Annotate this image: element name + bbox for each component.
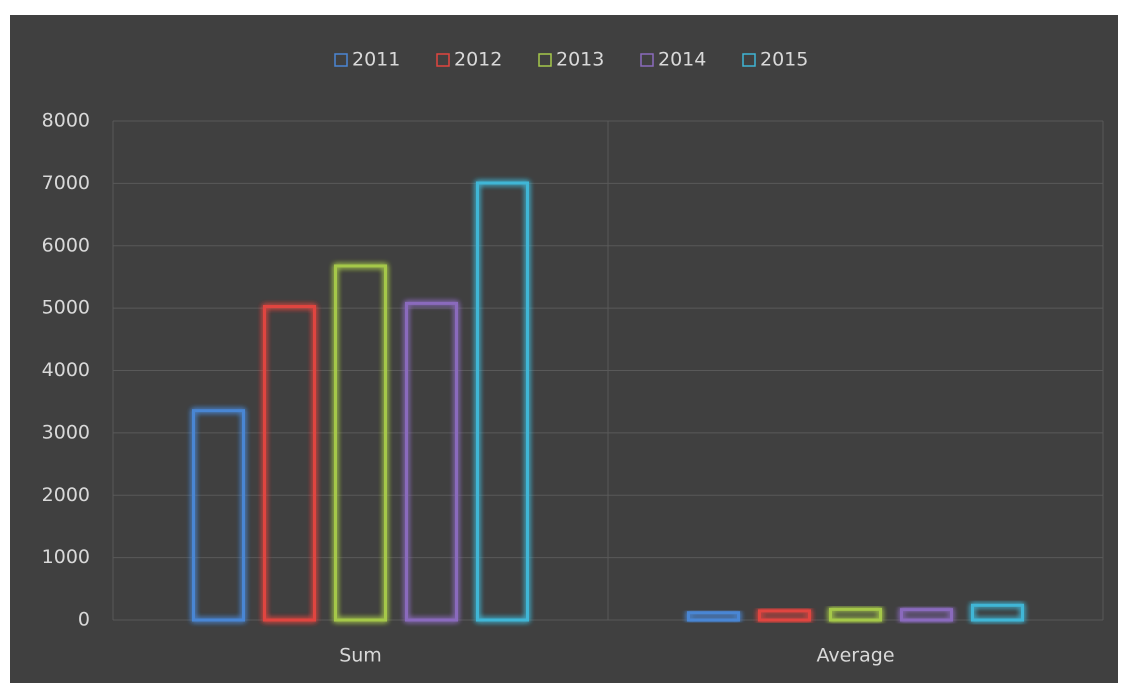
- x-tick-label: Sum: [339, 645, 382, 667]
- x-tick-label: Average: [816, 645, 894, 667]
- legend-label: 2015: [760, 49, 808, 71]
- chart-background: [10, 15, 1118, 683]
- y-tick-label: 7000: [42, 172, 90, 194]
- legend-label: 2012: [454, 49, 502, 71]
- legend-swatch: [640, 53, 654, 67]
- y-tick-label: 6000: [42, 234, 90, 256]
- legend-swatch: [742, 53, 756, 67]
- legend-swatch: [538, 53, 552, 67]
- bar: [405, 301, 458, 622]
- y-tick-label: 4000: [42, 359, 90, 381]
- legend-label: 2011: [352, 49, 400, 71]
- y-tick-label: 0: [78, 609, 90, 631]
- y-tick-label: 5000: [42, 297, 90, 319]
- y-tick-label: 2000: [42, 484, 90, 506]
- bar: [263, 305, 316, 622]
- legend-swatch: [436, 53, 450, 67]
- bar: [476, 181, 529, 622]
- y-tick-label: 8000: [42, 110, 90, 132]
- y-tick-label: 3000: [42, 421, 90, 443]
- y-tick-label: 1000: [42, 546, 90, 568]
- bar: [334, 264, 387, 622]
- bar: [971, 603, 1024, 622]
- bar: [192, 409, 245, 622]
- legend-label: 2014: [658, 49, 706, 71]
- bar: [758, 609, 811, 622]
- legend-label: 2013: [556, 49, 604, 71]
- bar: [900, 608, 953, 622]
- bar: [687, 611, 740, 622]
- bar: [829, 607, 882, 622]
- legend-swatch: [334, 53, 348, 67]
